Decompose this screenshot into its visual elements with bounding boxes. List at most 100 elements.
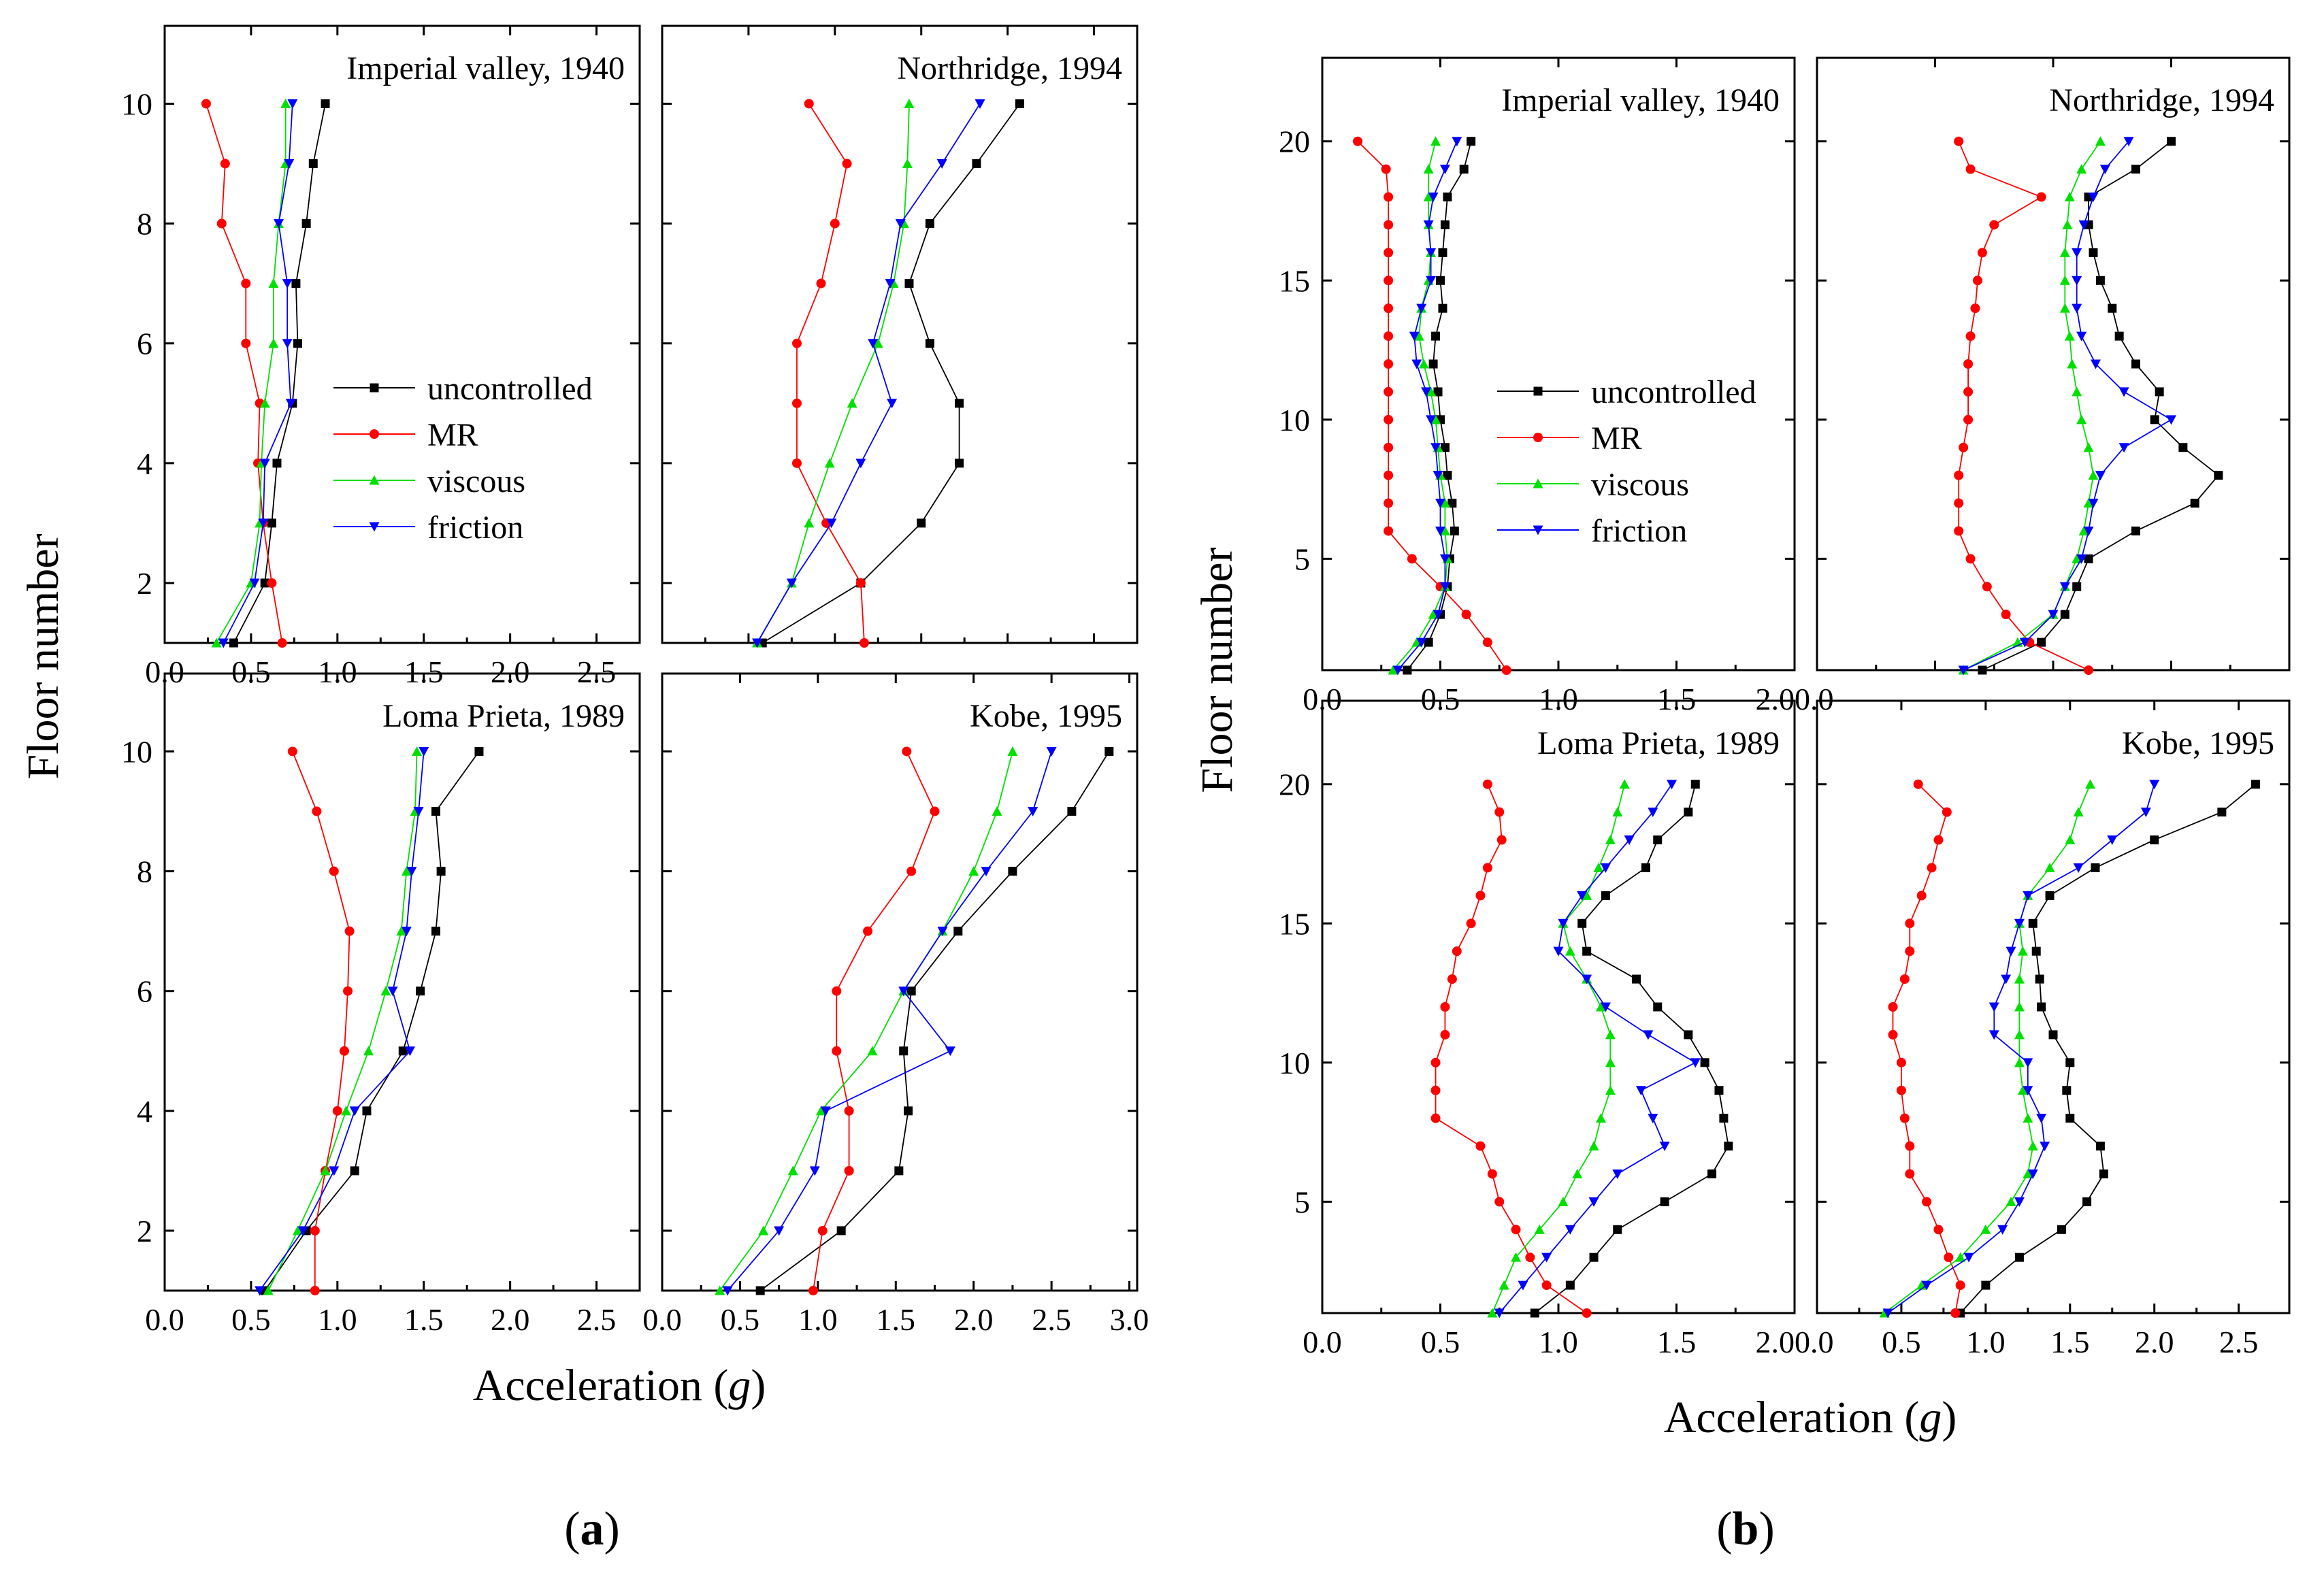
data-point-mr — [1933, 835, 1944, 845]
x-tick-label: 2.0 — [2135, 1325, 2174, 1359]
series-line-viscous — [1884, 784, 2091, 1314]
data-point-mr — [1541, 1280, 1552, 1291]
data-point-mr — [1384, 192, 1394, 202]
series-line-viscous — [267, 751, 418, 1291]
plot-frame — [1321, 699, 1796, 1314]
data-point-uncontrolled — [1613, 1225, 1622, 1234]
data-point-uncontrolled — [1684, 1030, 1693, 1040]
data-point-friction — [2040, 1142, 2050, 1152]
y-axis-title: Floor number — [1192, 547, 1242, 793]
x-tick-label: 2.0 — [954, 1302, 994, 1337]
data-point-friction — [282, 279, 293, 289]
series-line-mr — [796, 103, 865, 644]
data-point-uncontrolled — [1440, 443, 1450, 452]
data-point-viscous — [1572, 1168, 1583, 1178]
data-point-uncontrolled — [2131, 165, 2140, 174]
data-point-viscous — [1565, 946, 1575, 956]
data-point-friction — [2073, 863, 2084, 873]
data-point-friction — [826, 518, 837, 529]
data-point-friction — [2027, 1169, 2038, 1179]
data-point-viscous — [2076, 414, 2087, 425]
data-point-friction — [1409, 331, 1420, 342]
subplot-title: Northridge, 1994 — [2049, 82, 2274, 118]
data-point-mr — [930, 806, 940, 816]
data-point-viscous — [401, 866, 412, 876]
data-point-uncontrolled — [293, 339, 302, 348]
data-point-mr — [832, 1046, 842, 1056]
data-point-mr — [1905, 1141, 1915, 1151]
data-point-viscous — [2014, 1001, 2025, 1012]
data-point-uncontrolled — [1440, 220, 1450, 229]
legend-marker-friction — [1533, 525, 1543, 535]
series-line-uncontrolled — [762, 103, 1021, 644]
data-point-friction — [2078, 220, 2089, 230]
y-tick-label: 4 — [137, 1094, 152, 1129]
data-point-mr — [1384, 470, 1394, 480]
legend-label-uncontrolled: uncontrolled — [427, 371, 593, 407]
x-tick-label: 0.5 — [231, 1302, 271, 1337]
plot-frame — [1816, 56, 2291, 672]
series-line-friction — [1397, 141, 1458, 671]
panel-label-paren: ) — [1758, 1503, 1774, 1555]
data-point-uncontrolled — [2214, 471, 2223, 480]
y-tick-label: 4 — [137, 446, 152, 481]
data-point-viscous — [867, 1046, 878, 1056]
data-point-uncontrolled — [2065, 1114, 2075, 1123]
data-point-mr — [863, 926, 873, 936]
data-point-uncontrolled — [894, 1166, 904, 1176]
data-point-mr — [1972, 276, 1982, 286]
data-point-uncontrolled — [904, 279, 914, 288]
subplot-b-2: Northridge, 1994 — [1816, 56, 2291, 676]
data-point-mr — [791, 338, 802, 348]
series-line-mr — [1958, 141, 2089, 671]
data-point-friction — [2140, 808, 2151, 818]
data-point-viscous — [268, 278, 279, 288]
data-point-friction — [2118, 387, 2129, 397]
data-point-mr — [1916, 891, 1927, 901]
data-point-viscous — [1511, 1252, 1522, 1262]
data-point-uncontrolled — [1565, 1280, 1575, 1290]
data-point-uncontrolled — [2028, 918, 2037, 928]
data-point-friction — [2090, 359, 2101, 369]
x-tick-label: 0.5 — [1882, 1325, 1921, 1359]
x-tick-label: 0.5 — [1421, 1325, 1460, 1359]
y-tick-label: 10 — [121, 734, 152, 769]
data-point-uncontrolled — [2131, 526, 2140, 535]
x-axis-title-main: Acceleration ( — [473, 1361, 729, 1410]
data-point-friction — [1421, 387, 1432, 397]
data-point-viscous — [804, 518, 815, 528]
data-point-uncontrolled — [1403, 665, 1412, 675]
data-point-friction — [1667, 780, 1677, 790]
data-point-viscous — [259, 398, 270, 408]
legend-marker-viscous — [1533, 478, 1543, 488]
data-point-friction — [1600, 1002, 1611, 1012]
legend-marker-uncontrolled — [1533, 386, 1543, 396]
data-point-mr — [1927, 863, 1937, 873]
x-tick-label: 1.5 — [2050, 1325, 2090, 1359]
y-tick-label: 5 — [1294, 1184, 1310, 1219]
data-point-uncontrolled — [1459, 165, 1469, 174]
data-point-mr — [906, 866, 917, 876]
data-point-viscous — [2083, 442, 2094, 452]
data-point-uncontrolled — [1641, 863, 1650, 872]
data-point-uncontrolled — [2037, 1002, 2046, 1012]
data-point-mr — [1475, 1141, 1486, 1151]
data-point-friction — [937, 927, 948, 937]
data-point-uncontrolled — [2190, 499, 2199, 508]
data-point-friction — [945, 1046, 955, 1057]
series-line-mr — [1435, 784, 1588, 1314]
data-point-uncontrolled — [260, 578, 269, 588]
series-line-friction — [727, 751, 1052, 1291]
subplot-b-3: 0.0 0.5 1.0 1.5 2.00.0 5 10 15 20 Loma Prieta, 19… — [1279, 699, 1834, 1359]
data-point-viscous — [320, 1165, 331, 1176]
data-point-uncontrolled — [1438, 303, 1447, 313]
data-point-uncontrolled — [755, 1286, 765, 1295]
data-point-viscous — [268, 338, 279, 348]
data-point-viscous — [2088, 470, 2099, 480]
data-point-friction — [2099, 165, 2110, 175]
data-point-uncontrolled — [2178, 443, 2188, 452]
data-point-mr — [1989, 220, 1999, 230]
panel-label-paren: ) — [604, 1503, 620, 1555]
data-point-friction — [1882, 1308, 1893, 1319]
data-point-uncontrolled — [1424, 637, 1433, 647]
